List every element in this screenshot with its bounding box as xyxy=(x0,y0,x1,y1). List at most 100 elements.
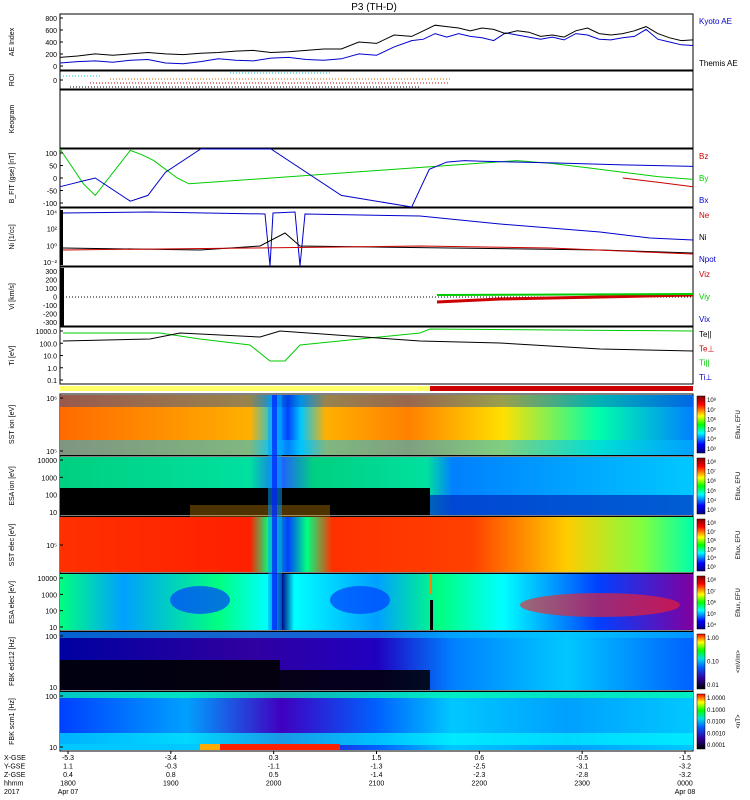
xaxis-value: -3.2 xyxy=(679,772,691,779)
colorbar-tick-esa_ion: 10⁴ xyxy=(707,497,717,504)
legend-velocity: Viz xyxy=(699,270,710,279)
ytick-velocity: -200 xyxy=(43,312,57,319)
colorbar-tick-esa_elec: 10⁴ xyxy=(707,622,717,629)
colorbar-tick-fbk_edc: 0.01 xyxy=(707,683,719,689)
xaxis-value: 2000 xyxy=(266,781,282,788)
xaxis-value: Apr 07 xyxy=(58,789,79,796)
ytick-esa_elec: 10000 xyxy=(38,576,58,583)
colorbar-tick-fbk_edc: 0.10 xyxy=(707,660,719,666)
colorbar-tick-sst_ion: 10⁴ xyxy=(707,436,717,443)
colorbar-tick-esa_ion: 10⁷ xyxy=(707,469,716,476)
trace-viz xyxy=(436,293,694,304)
xaxis-value: Apr 08 xyxy=(675,789,696,796)
xaxis-row-name: hhmm xyxy=(4,781,24,788)
ytick-sst_elec: 10⁵ xyxy=(46,543,57,550)
colorbar-tick-fbk_edc: 1.00 xyxy=(707,636,719,642)
ytick-bfit: -50 xyxy=(47,189,57,196)
legend-velocity: Viy xyxy=(699,293,710,302)
ylabel-density: Ni [1/cc] xyxy=(9,224,16,249)
legend-temperature: Te⊥ xyxy=(699,344,714,353)
ylabel-ae: AE Index xyxy=(9,27,16,56)
colorbar-tick-sst_elec: 10³ xyxy=(707,565,716,571)
ylabel-fbk_scm: FBK scm1 [Hz] xyxy=(9,698,16,745)
legend-temperature: Ti⊥ xyxy=(699,373,712,382)
colorbar-tick-fbk_scm: 1.0000 xyxy=(707,696,726,702)
panel-frame-bfit xyxy=(59,148,694,208)
series-bfit-by xyxy=(59,148,694,197)
xaxis-value: 1.1 xyxy=(63,764,73,771)
colorbar-label-esa_ion: Eflux, EFU xyxy=(736,472,742,501)
ytick-fbk_scm: 100 xyxy=(45,694,57,701)
trace-viy xyxy=(436,293,694,296)
xaxis-value: 0000 xyxy=(677,781,693,788)
legend-density: Npot xyxy=(699,255,717,264)
colorbar-tick-sst_ion: 10³ xyxy=(707,447,716,453)
xaxis-value: -0.3 xyxy=(165,764,177,771)
ytick-temperature: 1000.0 xyxy=(36,329,58,336)
ylabel-esa_ion: ESA ion [eV] xyxy=(9,466,16,505)
xaxis-value: -2.3 xyxy=(473,772,485,779)
trace-ni xyxy=(62,232,694,254)
colorbar-tick-sst_ion: 10⁷ xyxy=(707,407,716,414)
ylabel-sst_elec: SST elec [eV] xyxy=(9,524,16,567)
xaxis-value: 0.4 xyxy=(63,772,73,779)
colorbar-sst_elec xyxy=(696,518,706,572)
ylabel-keogram: Keogram xyxy=(9,105,16,134)
ylabel-velocity: Vi [km/s] xyxy=(9,283,16,310)
ytick-bfit: 0 xyxy=(53,176,57,183)
legend-bfit: Bx xyxy=(699,196,708,205)
ytick-esa_elec: 1000 xyxy=(41,592,57,599)
series-bfit-bz xyxy=(622,177,694,188)
ytick-ae: 800 xyxy=(45,16,57,23)
ytick-velocity: 100 xyxy=(45,286,57,293)
legend-bfit: Bz xyxy=(699,152,708,161)
ytick-esa_ion: 100 xyxy=(45,493,57,500)
colorbar-sst_ion xyxy=(696,395,706,454)
legend-ae: Themis AE xyxy=(699,59,738,68)
density-left-bar xyxy=(60,210,63,265)
ylabel-fbk_edc: FBK edc12 [Hz] xyxy=(9,637,16,686)
colorbar-tick-sst_ion: 10⁶ xyxy=(707,417,717,424)
ytick-ae: 600 xyxy=(45,28,57,35)
ytick-fbk_scm: 10 xyxy=(49,745,57,752)
spectrogram-fbk-edc xyxy=(60,632,693,690)
ylabel-roi: ROI xyxy=(9,74,16,87)
legend-density: Ni xyxy=(699,233,707,242)
xaxis-value: -1.3 xyxy=(370,764,382,771)
colorbar-tick-esa_elec: 10⁵ xyxy=(707,611,717,618)
legend-velocity: Vix xyxy=(699,315,710,324)
colorbar-tick-sst_elec: 10⁸ xyxy=(707,520,717,527)
colorbar-label-sst_ion: Eflux, EFU xyxy=(736,410,742,439)
colorbar-tick-fbk_scm: 0.0100 xyxy=(707,720,726,726)
ylabel-sst_ion: SST ion [eV] xyxy=(9,405,16,444)
ytick-roi: 0 xyxy=(53,78,57,85)
colorbar-label-esa_elec: Eflux, EFU xyxy=(736,588,742,617)
ytick-sst_ion: 10⁶ xyxy=(46,396,57,403)
xaxis-value: 2300 xyxy=(574,781,590,788)
ytick-fbk_edc: 10 xyxy=(49,685,57,692)
ytick-velocity: 300 xyxy=(45,269,57,276)
ytick-density: 10² xyxy=(47,227,58,234)
xaxis-value: -1.5 xyxy=(679,755,691,762)
ytick-esa_ion: 10 xyxy=(49,510,57,517)
colorbar-tick-sst_ion: 10⁵ xyxy=(707,426,717,433)
colorbar-tick-esa_ion: 10³ xyxy=(707,508,716,514)
legend-bfit: By xyxy=(699,174,708,183)
xaxis-row-name: Z-GSE xyxy=(4,772,26,779)
ytick-velocity: 0 xyxy=(53,295,57,302)
spectrogram-fbk-scm xyxy=(60,692,693,750)
colorbar-tick-sst_elec: 10⁴ xyxy=(707,555,717,562)
panel-frame-keogram xyxy=(59,89,694,149)
colorbar-tick-fbk_scm: 0.0010 xyxy=(707,731,726,737)
ytick-temperature: 1.0 xyxy=(47,366,57,373)
panel-frame-temperature xyxy=(59,326,694,385)
ytick-bfit: 50 xyxy=(49,164,57,171)
colorbar-tick-sst_elec: 10⁶ xyxy=(707,538,717,545)
xaxis-value: 0.5 xyxy=(269,772,279,779)
colorbar-tick-esa_ion: 10⁵ xyxy=(707,488,717,495)
spectrogram-esa-elec xyxy=(60,574,693,630)
legend-density: Ne xyxy=(699,211,710,220)
ytick-fbk_edc: 100 xyxy=(45,634,57,641)
colorbar-tick-fbk_scm: 0.1000 xyxy=(707,708,726,714)
colorbar-label-fbk_edc: <mV/m> xyxy=(736,650,742,673)
